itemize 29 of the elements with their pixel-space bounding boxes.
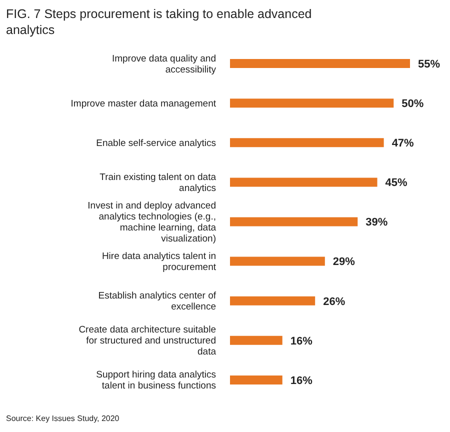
bar bbox=[230, 178, 378, 187]
data-label: 16% bbox=[290, 374, 313, 387]
data-label: 26% bbox=[323, 296, 346, 308]
bar bbox=[230, 59, 410, 68]
data-label: 47% bbox=[392, 138, 414, 150]
y-tick-label: Enable self-service analytics bbox=[96, 137, 216, 148]
source-note: Source: Key Issues Study, 2020 bbox=[6, 414, 120, 423]
data-label: 45% bbox=[385, 177, 408, 190]
y-tick-label: Establish analytics center of excellence bbox=[98, 290, 216, 312]
bar bbox=[230, 296, 316, 306]
data-label: 50% bbox=[402, 98, 424, 110]
data-label: 29% bbox=[332, 256, 356, 268]
data-label: 39% bbox=[366, 216, 388, 229]
data-label: 55% bbox=[418, 58, 440, 70]
y-tick-label: Improve data quality and accessibility bbox=[112, 52, 216, 75]
bar bbox=[230, 375, 282, 384]
y-tick-label: Create data architecture suitable for structured and unstructured data bbox=[78, 324, 217, 358]
bar bbox=[230, 256, 325, 266]
data-label: 16% bbox=[290, 335, 313, 348]
y-tick-label: Train existing talent on data analytics bbox=[100, 171, 217, 194]
bar bbox=[230, 336, 282, 345]
bar bbox=[230, 98, 394, 108]
y-tick-label: Invest in and deploy advanced analytics technologies (e.g., machine learning, data visualization) bbox=[88, 200, 217, 244]
y-tick-label: Improve master data management bbox=[70, 98, 216, 109]
chart-title: FIG. 7 Steps procurement is taking to enable advanced analytics bbox=[6, 6, 313, 38]
bar bbox=[230, 138, 384, 148]
y-tick-label: Support hiring data analytics talent in business functions bbox=[96, 369, 216, 392]
y-tick-label: Hire data analytics talent in procurement bbox=[102, 250, 216, 273]
bar bbox=[230, 217, 358, 226]
